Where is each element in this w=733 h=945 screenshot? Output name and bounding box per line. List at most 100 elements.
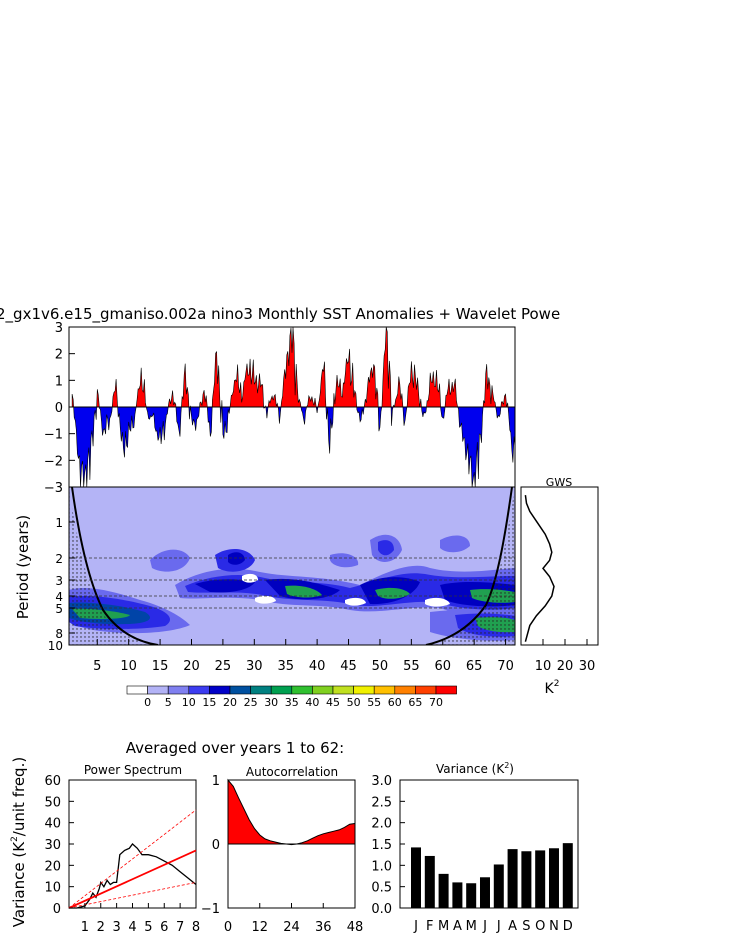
power-spectrum-xtick-label: 1 [81,920,89,935]
power-spectrum-ytick-label: 40 [44,817,61,832]
variance-bar [424,855,435,908]
legend-label: 25 [244,696,258,709]
variance-bar [452,882,463,908]
autocorrelation-title: Autocorrelation [246,765,338,779]
wavelet-xtick-label: 10 [120,659,137,674]
variance-title: Variance (K2) [436,761,514,776]
variance-axes: 3.02.52.01.51.00.50.0J F M A M J J A S O N D [371,774,572,934]
variance-bar [479,877,490,908]
gws-xtick-label: 20 [557,659,574,674]
variance-xtick-label: A [453,919,462,934]
wavelet-ytick-label: 2 [55,552,63,566]
legend-swatch [373,685,396,695]
legend-swatch [126,685,148,695]
power-spectrum-series-0 [69,843,197,909]
legend-label: 0 [144,696,151,709]
variance-xtick-label: M [438,919,449,934]
timeseries-ytick-label: −2 [44,454,63,469]
wavelet-ytick-label: 10 [48,639,63,653]
wavelet-ytick-label: 1 [55,516,63,530]
variance-bar [562,843,573,908]
power-color-legend: 0 5 10 15 20 25 30 35 40 45 50 55 60 65 70 [126,685,457,709]
wavelet-xtick-label: 70 [497,659,514,674]
variance-ytick-label: 2.5 [371,795,392,810]
legend-label: 50 [347,696,361,709]
power-spectrum-axes: 60 50 40 30 20 10 0 1 2 3 4 5 6 7 8 [44,774,200,935]
legend-swatch [415,685,437,695]
power-spectrum-ytick-label: 20 [44,859,61,874]
variance-bar [438,873,449,908]
legend-swatch [147,685,169,695]
gws-xlabel: K2 [545,679,560,697]
variance-bar [521,851,532,908]
wavelet-ylabel: Period (years) [14,515,32,620]
legend-swatch [270,685,293,695]
legend-label: 10 [182,696,196,709]
timeseries-ytick-label: −3 [44,481,63,496]
wavelet-xtick-label: 40 [309,659,326,674]
timeseries-panel: 3 2 1 0 −1 −2 −3 [44,321,516,496]
wavelet-xtick-label: 45 [340,659,357,674]
variance-xtick-label: F [426,919,433,934]
autocorrelation-ytick-label: 0 [212,838,220,853]
variance-ytick-label: 0.5 [371,881,392,896]
variance-xtick-label: J [496,919,501,934]
legend-label: 20 [223,696,237,709]
legend-swatch [394,685,416,695]
variance-ytick-label: 2.0 [371,817,392,832]
gws-xtick-label: 30 [579,659,596,674]
autocorrelation-axes: 1 0 −1 0 12 24 36 48 [201,774,363,935]
autocorrelation-xtick-label: 36 [315,920,332,935]
cone-of-influence-right [428,487,515,645]
legend-label: 15 [202,696,216,709]
variance-ytick-label: 3.0 [371,774,392,789]
variance-bar [493,864,504,908]
coi-curve-right [425,487,513,645]
wavelet-xtick-label: 60 [434,659,451,674]
variance-bars [411,843,573,908]
legend-swatch [188,685,210,695]
legend-label: 55 [367,696,381,709]
variance-bar [507,849,518,908]
coi-curve-left [71,487,159,645]
timeseries-y-axis: 3 2 1 0 −1 −2 −3 [44,321,75,496]
wavelet-ytick-label: 8 [55,627,63,641]
wavelet-xtick-label: 15 [152,659,169,674]
legend-swatch [353,685,375,695]
power-spectrum-xtick-label: 5 [144,920,152,935]
legend-label: 40 [305,696,319,709]
legend-swatch [209,685,231,695]
autocorrelation-ytick-label: −1 [201,902,220,917]
timeseries-ytick-label: 0 [55,401,63,416]
power-spectrum-xtick-label: 8 [192,920,200,935]
wavelet-xtick-label: 30 [246,659,263,674]
variance-xtick-label: N [549,919,559,934]
positive-anomaly-area [71,327,515,407]
legend-label: 65 [408,696,422,709]
wavelet-ytick-label: 4 [55,590,63,604]
timeseries-ytick-label: 1 [55,374,63,389]
timeseries-ytick-label: 3 [55,321,63,336]
power-spectrum-series-1 [68,849,197,909]
variance-xtick-label: O [535,919,545,934]
power-spectrum-xtick-label: 6 [160,920,168,935]
legend-swatch [332,685,354,695]
variance-bar [548,848,559,908]
legend-label: 60 [388,696,402,709]
gws-line [524,495,555,642]
legend-swatch [250,685,272,695]
power-spectrum-xtick-label: 4 [128,920,136,935]
legend-swatch [312,685,334,695]
gws-panel: GWS 10 20 30 K2 [520,476,599,697]
power-spectrum-xtick-label: 3 [112,920,120,935]
variance-xtick-label: S [522,919,530,934]
power-spectrum-ytick-label: 60 [44,774,61,789]
variance-xtick-label: A [508,919,517,934]
wavelet-ytick-label: 3 [55,574,63,588]
negative-area-path [71,407,515,487]
variance-xtick-label: J [482,919,487,934]
legend-label: 5 [165,696,172,709]
variance-xtick-label: D [563,919,573,934]
